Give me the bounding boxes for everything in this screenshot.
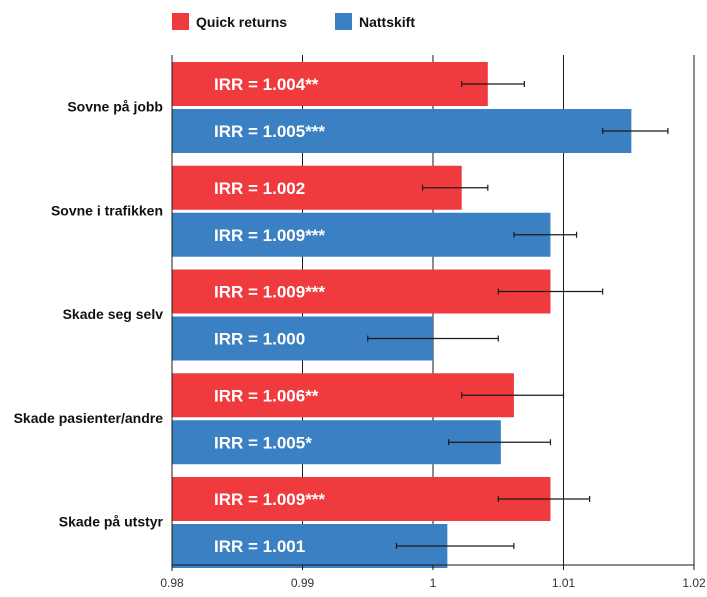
bar-value-label: IRR = 1.000 (214, 330, 305, 349)
bar-value-label: IRR = 1.001 (214, 537, 305, 556)
bar-value-label: IRR = 1.009*** (214, 226, 325, 245)
legend-label: Nattskift (359, 14, 415, 30)
legend-swatch (172, 13, 189, 30)
legend-swatch (335, 13, 352, 30)
bar-value-label: IRR = 1.009*** (214, 490, 325, 509)
bar (172, 62, 488, 106)
category-label: Skade pasienter/andre (14, 410, 164, 426)
x-tick-label: 1.01 (552, 576, 576, 590)
bar (172, 212, 551, 257)
bar (172, 373, 514, 418)
bar (172, 420, 501, 465)
bar (172, 477, 551, 521)
x-tick-label: 0.98 (160, 576, 184, 590)
bar-value-label: IRR = 1.002 (214, 179, 305, 198)
bar-value-label: IRR = 1.005* (214, 433, 312, 452)
x-tick-label: 1.02 (682, 576, 706, 590)
bar-value-label: IRR = 1.005*** (214, 122, 325, 141)
bar (172, 109, 632, 153)
category-label: Skade på utstyr (59, 514, 164, 530)
bar (172, 269, 551, 314)
x-tick-label: 0.99 (291, 576, 315, 590)
x-tick-label: 1 (430, 576, 437, 590)
category-label: Sovne på jobb (67, 99, 163, 115)
legend-label: Quick returns (196, 14, 287, 30)
bar (172, 165, 462, 210)
category-label: Sovne i trafikken (51, 202, 163, 218)
bar-value-label: IRR = 1.006** (214, 386, 319, 405)
bar-value-label: IRR = 1.009*** (214, 283, 325, 302)
category-label: Skade seg selv (63, 306, 164, 322)
bar-value-label: IRR = 1.004** (214, 75, 319, 94)
